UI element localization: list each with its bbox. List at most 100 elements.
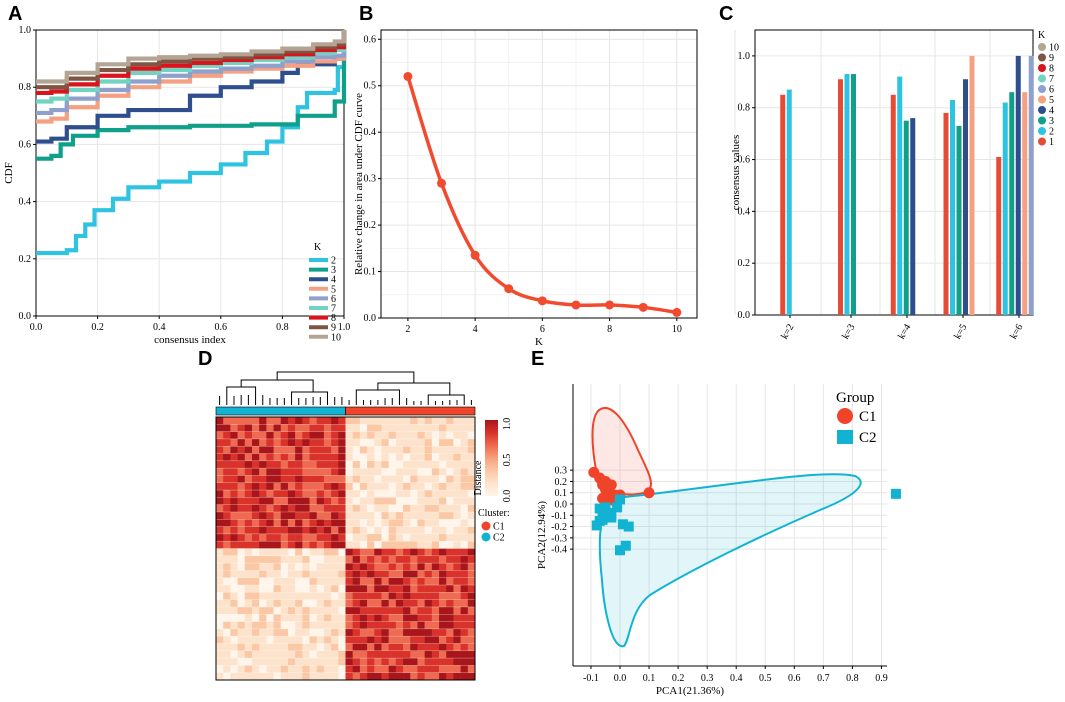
- heatmap-cell: [251, 431, 260, 440]
- heatmap-cell: [273, 658, 282, 666]
- heatmap-cell: [223, 511, 231, 520]
- heatmap-cell: [374, 628, 382, 637]
- heatmap-cell: [216, 614, 224, 622]
- heatmap-cell: [309, 570, 318, 579]
- heatmap-cell: [309, 497, 318, 505]
- heatmap-cell: [259, 658, 267, 666]
- heatmap-cell: [395, 628, 404, 637]
- heatmap-cell: [367, 446, 375, 454]
- heatmap-cell: [230, 468, 238, 476]
- heatmap-cell: [323, 519, 332, 527]
- heatmap-cell: [388, 490, 397, 498]
- heatmap-cell: [453, 541, 461, 549]
- heatmap-cell: [230, 460, 238, 469]
- heatmap-cell: [367, 577, 375, 586]
- heatmap-cell: [359, 417, 368, 425]
- heatmap-cell: [251, 585, 260, 593]
- heatmap-cell: [374, 599, 382, 608]
- heatmap-cell: [331, 497, 339, 505]
- heatmap-cell: [439, 643, 447, 652]
- heatmap-cell: [453, 621, 461, 630]
- heatmap-cell: [230, 526, 238, 535]
- bar-k=5-cluster1: [943, 112, 949, 315]
- bar-k=4-cluster3: [903, 120, 909, 315]
- y-tick-label: 0.2: [364, 220, 377, 231]
- heatmap-cell: [431, 497, 440, 505]
- heatmap-cell: [266, 650, 274, 659]
- heatmap-cell: [439, 541, 447, 549]
- heatmap-cell: [352, 519, 361, 527]
- heatmap-cell: [316, 533, 325, 542]
- heatmap-cell: [467, 526, 476, 535]
- heatmap-cell: [323, 460, 332, 469]
- heatmap-cell: [251, 672, 260, 681]
- y-tick-label: 0.8: [19, 82, 32, 93]
- heatmap-cell: [223, 658, 231, 666]
- heatmap-cell: [244, 643, 253, 652]
- heatmap-cell: [424, 533, 433, 542]
- heatmap-cell: [331, 533, 339, 542]
- heatmap-cell: [266, 643, 274, 652]
- heatmap-cell: [316, 475, 325, 484]
- heatmap-cell: [216, 431, 224, 440]
- heatmap-cell: [244, 497, 253, 505]
- heatmap-cell: [388, 482, 397, 491]
- heatmap-cell: [338, 482, 346, 491]
- heatmap-cell: [453, 599, 461, 608]
- heatmap-cell: [287, 621, 296, 630]
- heatmap-cell: [367, 585, 375, 593]
- c2-point: [597, 514, 608, 525]
- heatmap-cell: [460, 599, 469, 608]
- heatmap-cell: [352, 548, 361, 557]
- heatmap-cell: [431, 446, 440, 454]
- heatmap-cell: [316, 424, 325, 432]
- heatmap-cell: [237, 424, 246, 432]
- heatmap-cell: [431, 614, 440, 622]
- heatmap-cell: [230, 563, 238, 571]
- heatmap-cell: [453, 460, 461, 469]
- bar-k=2-cluster2: [786, 89, 792, 315]
- heatmap-cell: [374, 438, 382, 447]
- heatmap-cell: [345, 424, 353, 432]
- heatmap-cell: [295, 497, 303, 505]
- heatmap-cell: [323, 643, 332, 652]
- heatmap-cell: [410, 431, 418, 440]
- heatmap-cell: [439, 658, 447, 666]
- heatmap-cell: [424, 606, 433, 615]
- heatmap-cell: [259, 511, 267, 520]
- heatmap-cell: [266, 482, 274, 491]
- heatmap-cell: [453, 563, 461, 571]
- heatmap-cell: [309, 526, 318, 535]
- heatmap-cell: [345, 643, 353, 652]
- heatmap-cell: [302, 519, 310, 527]
- heatmap-cell: [230, 577, 238, 586]
- heatmap-cell: [316, 650, 325, 659]
- heatmap-cell: [302, 431, 310, 440]
- x-tick-label: 0.2: [91, 322, 104, 333]
- heatmap-cell: [345, 497, 353, 505]
- heatmap-cell: [287, 453, 296, 462]
- heatmap-cell: [424, 460, 433, 469]
- heatmap-cell: [388, 526, 397, 535]
- heatmap-cell: [280, 599, 289, 608]
- heatmap-cell: [302, 636, 310, 644]
- heatmap-cell: [388, 570, 397, 579]
- heatmap-cell: [266, 497, 274, 505]
- heatmap-cell: [316, 431, 325, 440]
- heatmap-cell: [424, 577, 433, 586]
- heatmap-cell: [367, 541, 375, 549]
- heatmap-cell: [323, 577, 332, 586]
- c2-point: [603, 508, 614, 519]
- heatmap-cell: [446, 585, 454, 593]
- heatmap-cell: [244, 446, 253, 454]
- x-tick-label: 2: [405, 324, 410, 335]
- heatmap-cell: [381, 504, 389, 513]
- heatmap-cell: [302, 438, 310, 447]
- heatmap-cell: [251, 636, 260, 644]
- heatmap-cell: [388, 643, 397, 652]
- heatmap-cell: [359, 555, 368, 564]
- heatmap-cell: [431, 665, 440, 673]
- heatmap-cell: [316, 658, 325, 666]
- heatmap-cell: [381, 511, 389, 520]
- heatmap-cell: [273, 606, 282, 615]
